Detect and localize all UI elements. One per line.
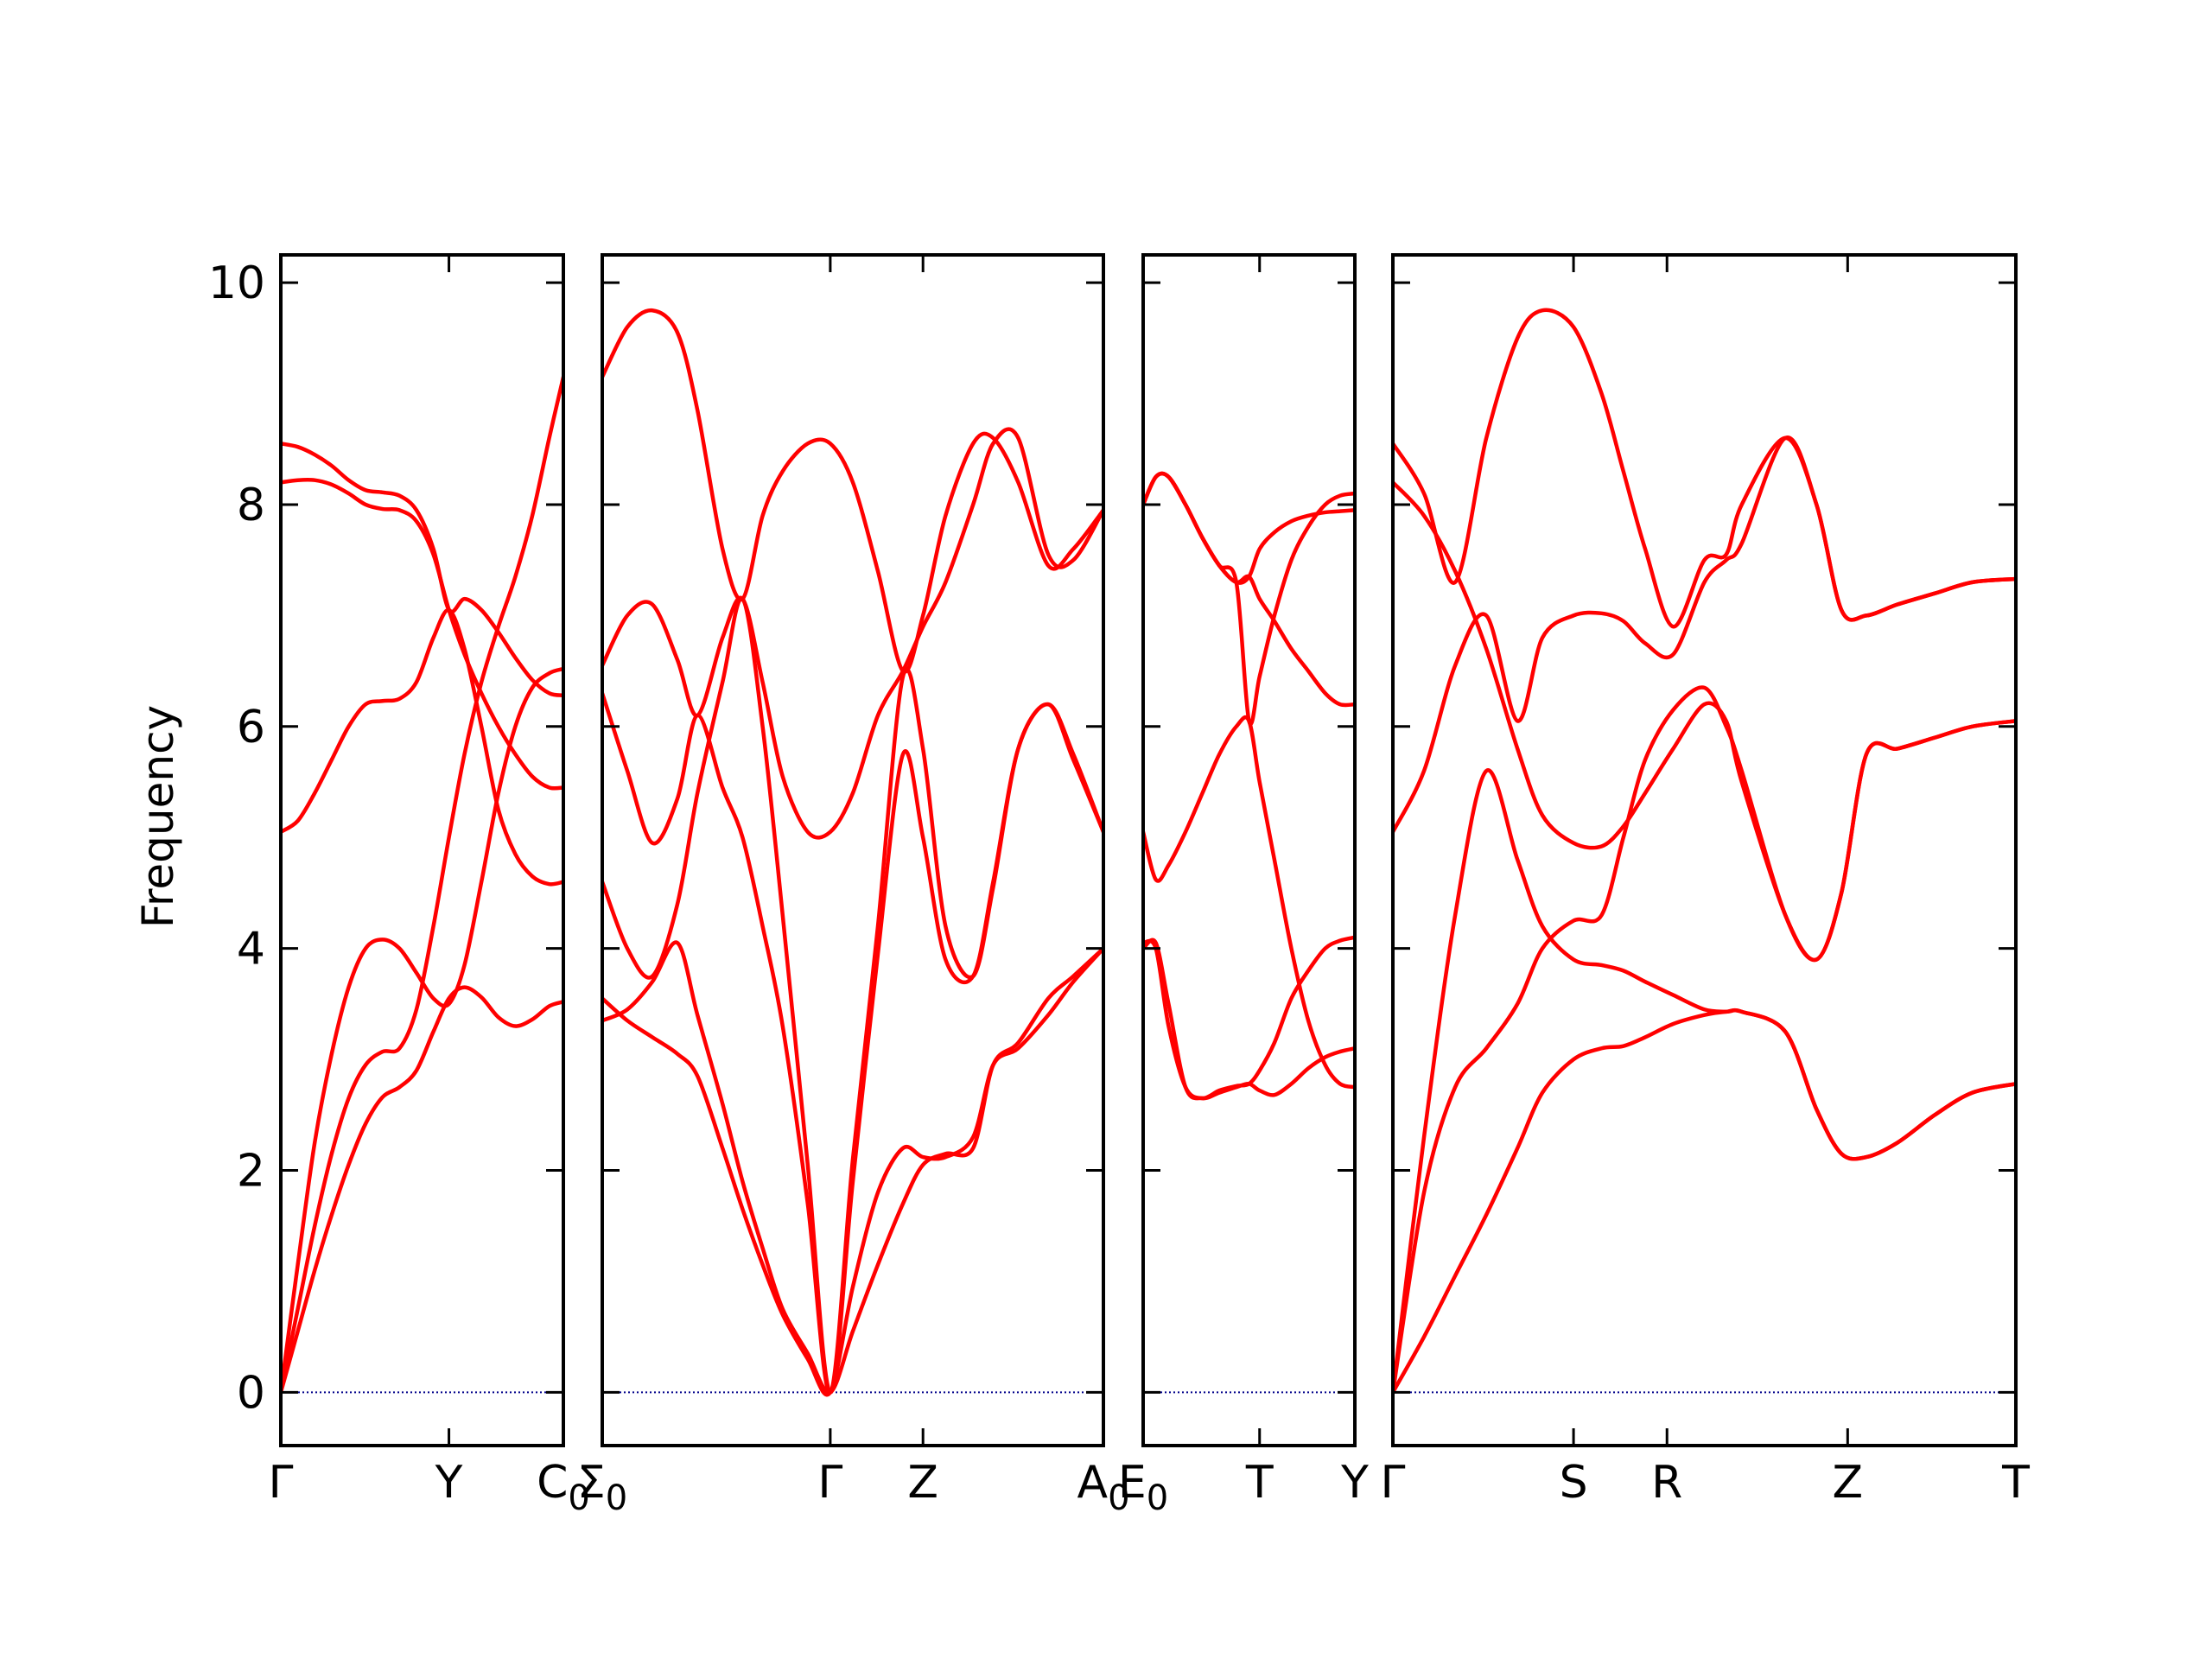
x-tick-label: T: [2001, 1457, 2030, 1509]
band-line-3: [281, 666, 563, 1395]
panel-frame: [1141, 253, 1357, 1447]
bands-group: [1393, 308, 2016, 1395]
band-line-5: [281, 477, 563, 791]
panel-3: E0 T Y: [1118, 253, 1369, 1518]
band-line-6: [602, 308, 1103, 674]
y-tick-label: 10: [208, 257, 265, 309]
x-tick-label: A0: [1077, 1457, 1129, 1518]
panel-frame: [279, 253, 565, 1447]
y-tick-label: 4: [237, 924, 265, 976]
panel-frame: [1391, 253, 2018, 1447]
x-tick-label: Y: [435, 1457, 463, 1509]
band-line-6: [281, 442, 563, 698]
panel-2: Σ0 Γ Z A0: [577, 253, 1130, 1518]
x-tick-label: R: [1651, 1457, 1682, 1509]
band-line-4: [281, 607, 563, 887]
band-line-6: [1143, 471, 1355, 726]
bands-group: [1143, 471, 1355, 1101]
band-line-5: [1393, 480, 2016, 963]
y-tick-label: 8: [237, 480, 265, 531]
x-tick-label: Z: [907, 1457, 938, 1509]
bands-group: [281, 375, 563, 1395]
band-line-2: [1143, 935, 1355, 1101]
panel-1: 0 2 4 6 8 10 Γ Y C0: [208, 253, 590, 1518]
x-tick-label: C0: [537, 1457, 590, 1518]
x-tick-label: Σ0: [577, 1457, 627, 1518]
band-line-2: [281, 375, 563, 1395]
y-tick-label: 6: [237, 702, 265, 753]
panel-frame: [601, 253, 1105, 1447]
y-axis-label: Frequency: [133, 705, 183, 928]
x-tick-label: S: [1560, 1457, 1588, 1509]
y-tick-label: 2: [237, 1146, 265, 1198]
y-tick-label: 0: [237, 1367, 265, 1419]
x-tick-label: Γ: [269, 1457, 294, 1509]
x-tick-label: Γ: [817, 1457, 842, 1509]
band-line-6: [1393, 308, 2016, 629]
bands-group: [602, 308, 1103, 1397]
band-line-3: [1143, 715, 1355, 1090]
band-line-2: [602, 940, 1103, 1395]
band-line-1: [281, 985, 563, 1395]
x-tick-label: T: [1245, 1457, 1274, 1509]
band-line-5: [602, 427, 1103, 840]
x-tick-label: Z: [1833, 1457, 1864, 1509]
x-tick-label: Γ: [1381, 1457, 1406, 1509]
x-tick-label: Y: [1340, 1457, 1369, 1509]
x-tick-label: E0: [1118, 1457, 1168, 1518]
band-line-3: [1393, 768, 2016, 1395]
